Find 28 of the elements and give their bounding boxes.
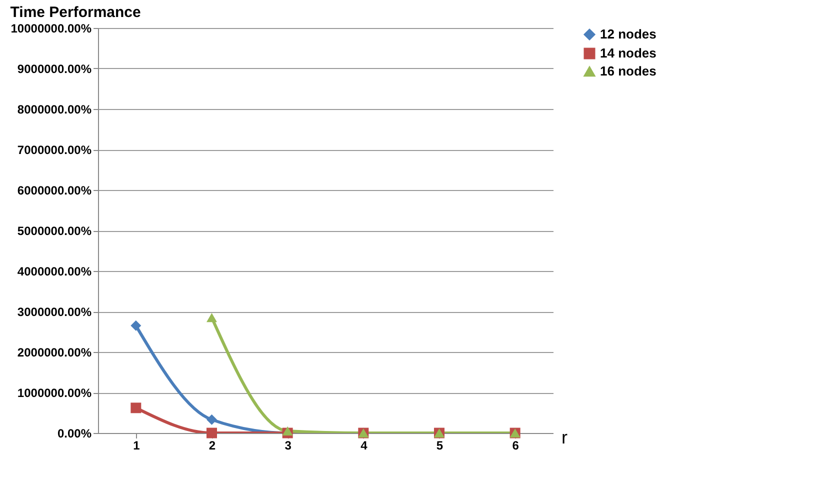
legend-label: 12 nodes bbox=[600, 26, 656, 42]
x-tick-label: 2 bbox=[208, 438, 216, 452]
chart-title: Time Performance bbox=[10, 4, 141, 21]
y-tick-label: 10000000.00% bbox=[10, 22, 92, 36]
x-tick-label: 5 bbox=[436, 438, 444, 452]
point bbox=[130, 402, 142, 414]
point bbox=[282, 426, 293, 436]
y-tick-label: 7000000.00% bbox=[17, 143, 92, 157]
y-tick-label: 9000000.00% bbox=[17, 62, 92, 76]
legend-label: 16 nodes bbox=[600, 64, 656, 78]
y-tick-label: 6000000.00% bbox=[17, 184, 92, 198]
point bbox=[206, 414, 217, 425]
x-tick-label: 1 bbox=[133, 438, 140, 452]
legend-label: 14 nodes bbox=[600, 46, 656, 60]
point bbox=[206, 428, 217, 438]
x-axis-title: r bbox=[562, 428, 568, 448]
y-tick-label: 8000000.00% bbox=[17, 102, 92, 116]
y-tick-label: 4000000.00% bbox=[17, 264, 92, 278]
point bbox=[206, 313, 217, 322]
y-tick-label: 3000000.00% bbox=[17, 305, 92, 319]
x-tick-label: 6 bbox=[512, 438, 520, 452]
y-tick-label: 1000000.00% bbox=[17, 386, 92, 400]
y-tick-label: 0.00% bbox=[57, 426, 92, 440]
point bbox=[130, 320, 142, 331]
y-tick-label: 2000000.00% bbox=[17, 346, 92, 360]
x-tick-label: 3 bbox=[284, 438, 292, 452]
x-tick-label: 4 bbox=[360, 438, 368, 452]
y-tick-label: 5000000.00% bbox=[17, 224, 92, 238]
